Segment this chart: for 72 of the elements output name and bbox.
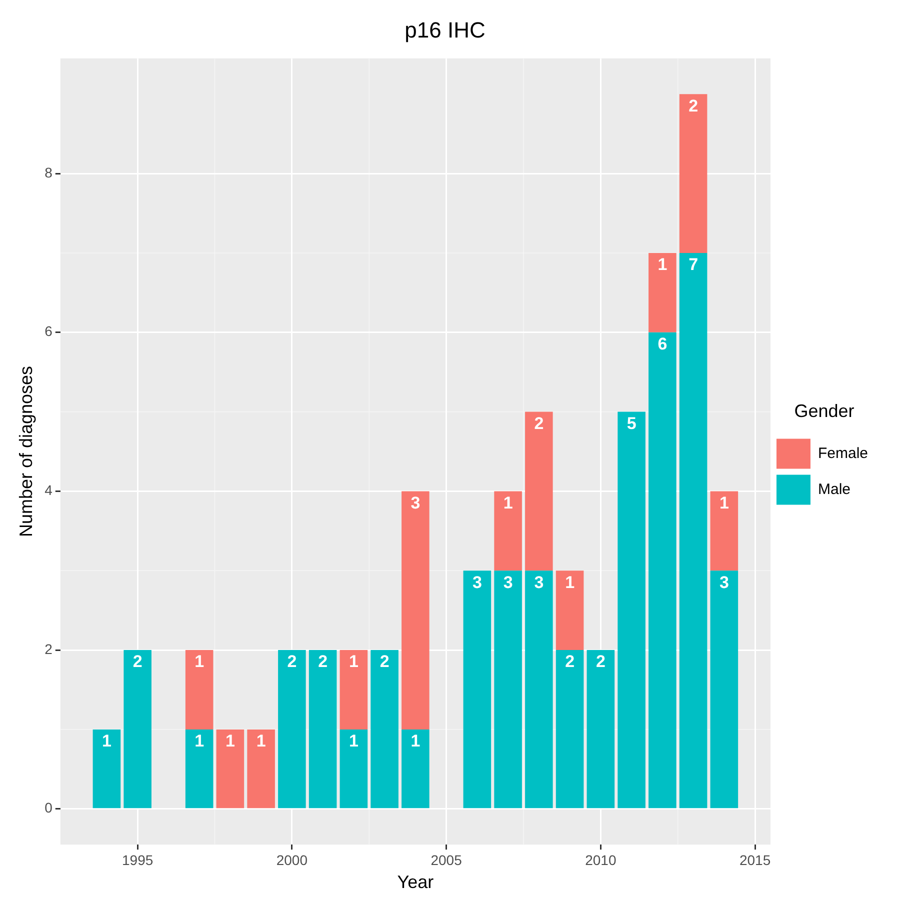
data-label: 3 xyxy=(534,572,544,592)
bar xyxy=(278,650,306,808)
bar xyxy=(308,650,337,808)
bar xyxy=(586,650,615,808)
data-label: 2 xyxy=(132,652,142,672)
data-label: 2 xyxy=(565,652,575,672)
bar xyxy=(340,650,368,730)
data-label: 1 xyxy=(565,572,575,592)
bar xyxy=(463,570,492,808)
y-tick-label: 2 xyxy=(44,640,53,657)
data-label: 3 xyxy=(503,572,513,592)
bar xyxy=(370,650,398,808)
bar xyxy=(679,94,708,253)
data-label: 1 xyxy=(410,732,420,751)
bar xyxy=(92,729,121,808)
x-tick-label: 2015 xyxy=(739,852,771,868)
bar xyxy=(494,491,522,571)
bar xyxy=(340,729,368,808)
y-axis-title: Number of diagnoses xyxy=(16,366,36,538)
data-label: 1 xyxy=(256,732,266,751)
y-tick-label: 4 xyxy=(44,482,53,498)
bar xyxy=(525,412,553,571)
data-label: 2 xyxy=(287,652,297,672)
bar xyxy=(556,650,584,808)
y-tick-label: 0 xyxy=(44,800,53,816)
data-label: 3 xyxy=(719,572,729,592)
bar xyxy=(402,491,430,730)
bar xyxy=(185,650,214,730)
legend-label: Male xyxy=(818,480,850,498)
data-label: 1 xyxy=(503,493,513,512)
x-axis-title: Year xyxy=(397,872,434,892)
y-tick-label: 8 xyxy=(44,164,53,180)
data-label: 1 xyxy=(102,732,112,751)
bar xyxy=(648,252,676,332)
legend-title: Gender xyxy=(794,401,854,422)
data-label: 1 xyxy=(194,732,204,751)
data-label: 2 xyxy=(380,652,390,672)
data-label: 3 xyxy=(410,493,420,512)
data-label: 1 xyxy=(348,732,358,751)
bar xyxy=(618,412,646,808)
data-label: 2 xyxy=(318,652,328,672)
data-label: 7 xyxy=(688,255,698,274)
bar xyxy=(185,729,214,808)
bar xyxy=(402,729,430,808)
x-tick-label: 2005 xyxy=(430,852,462,868)
bar xyxy=(679,252,708,808)
y-tick-label: 6 xyxy=(44,323,53,340)
bar xyxy=(525,570,553,808)
data-label: 2 xyxy=(534,414,544,433)
data-label: 1 xyxy=(194,652,204,672)
bar xyxy=(216,729,244,808)
bar xyxy=(556,570,584,650)
x-tick-label: 2010 xyxy=(585,852,616,868)
data-label: 2 xyxy=(688,96,698,116)
data-label: 1 xyxy=(658,255,668,274)
bar xyxy=(710,570,738,808)
bar xyxy=(648,332,676,808)
data-label: 5 xyxy=(626,414,636,433)
bar xyxy=(124,650,152,808)
x-tick-label: 1995 xyxy=(122,852,154,868)
data-label: 6 xyxy=(658,334,668,354)
data-label: 1 xyxy=(225,732,235,751)
data-label: 1 xyxy=(719,493,729,512)
data-label: 1 xyxy=(348,652,358,672)
chart-title: p16 IHC xyxy=(404,17,486,42)
bar xyxy=(494,570,522,808)
data-label: 3 xyxy=(472,572,482,592)
bar xyxy=(247,729,275,808)
legend-label: Female xyxy=(818,444,868,462)
x-tick-label: 2000 xyxy=(276,852,308,868)
bar xyxy=(710,491,738,571)
data-label: 2 xyxy=(596,652,606,672)
